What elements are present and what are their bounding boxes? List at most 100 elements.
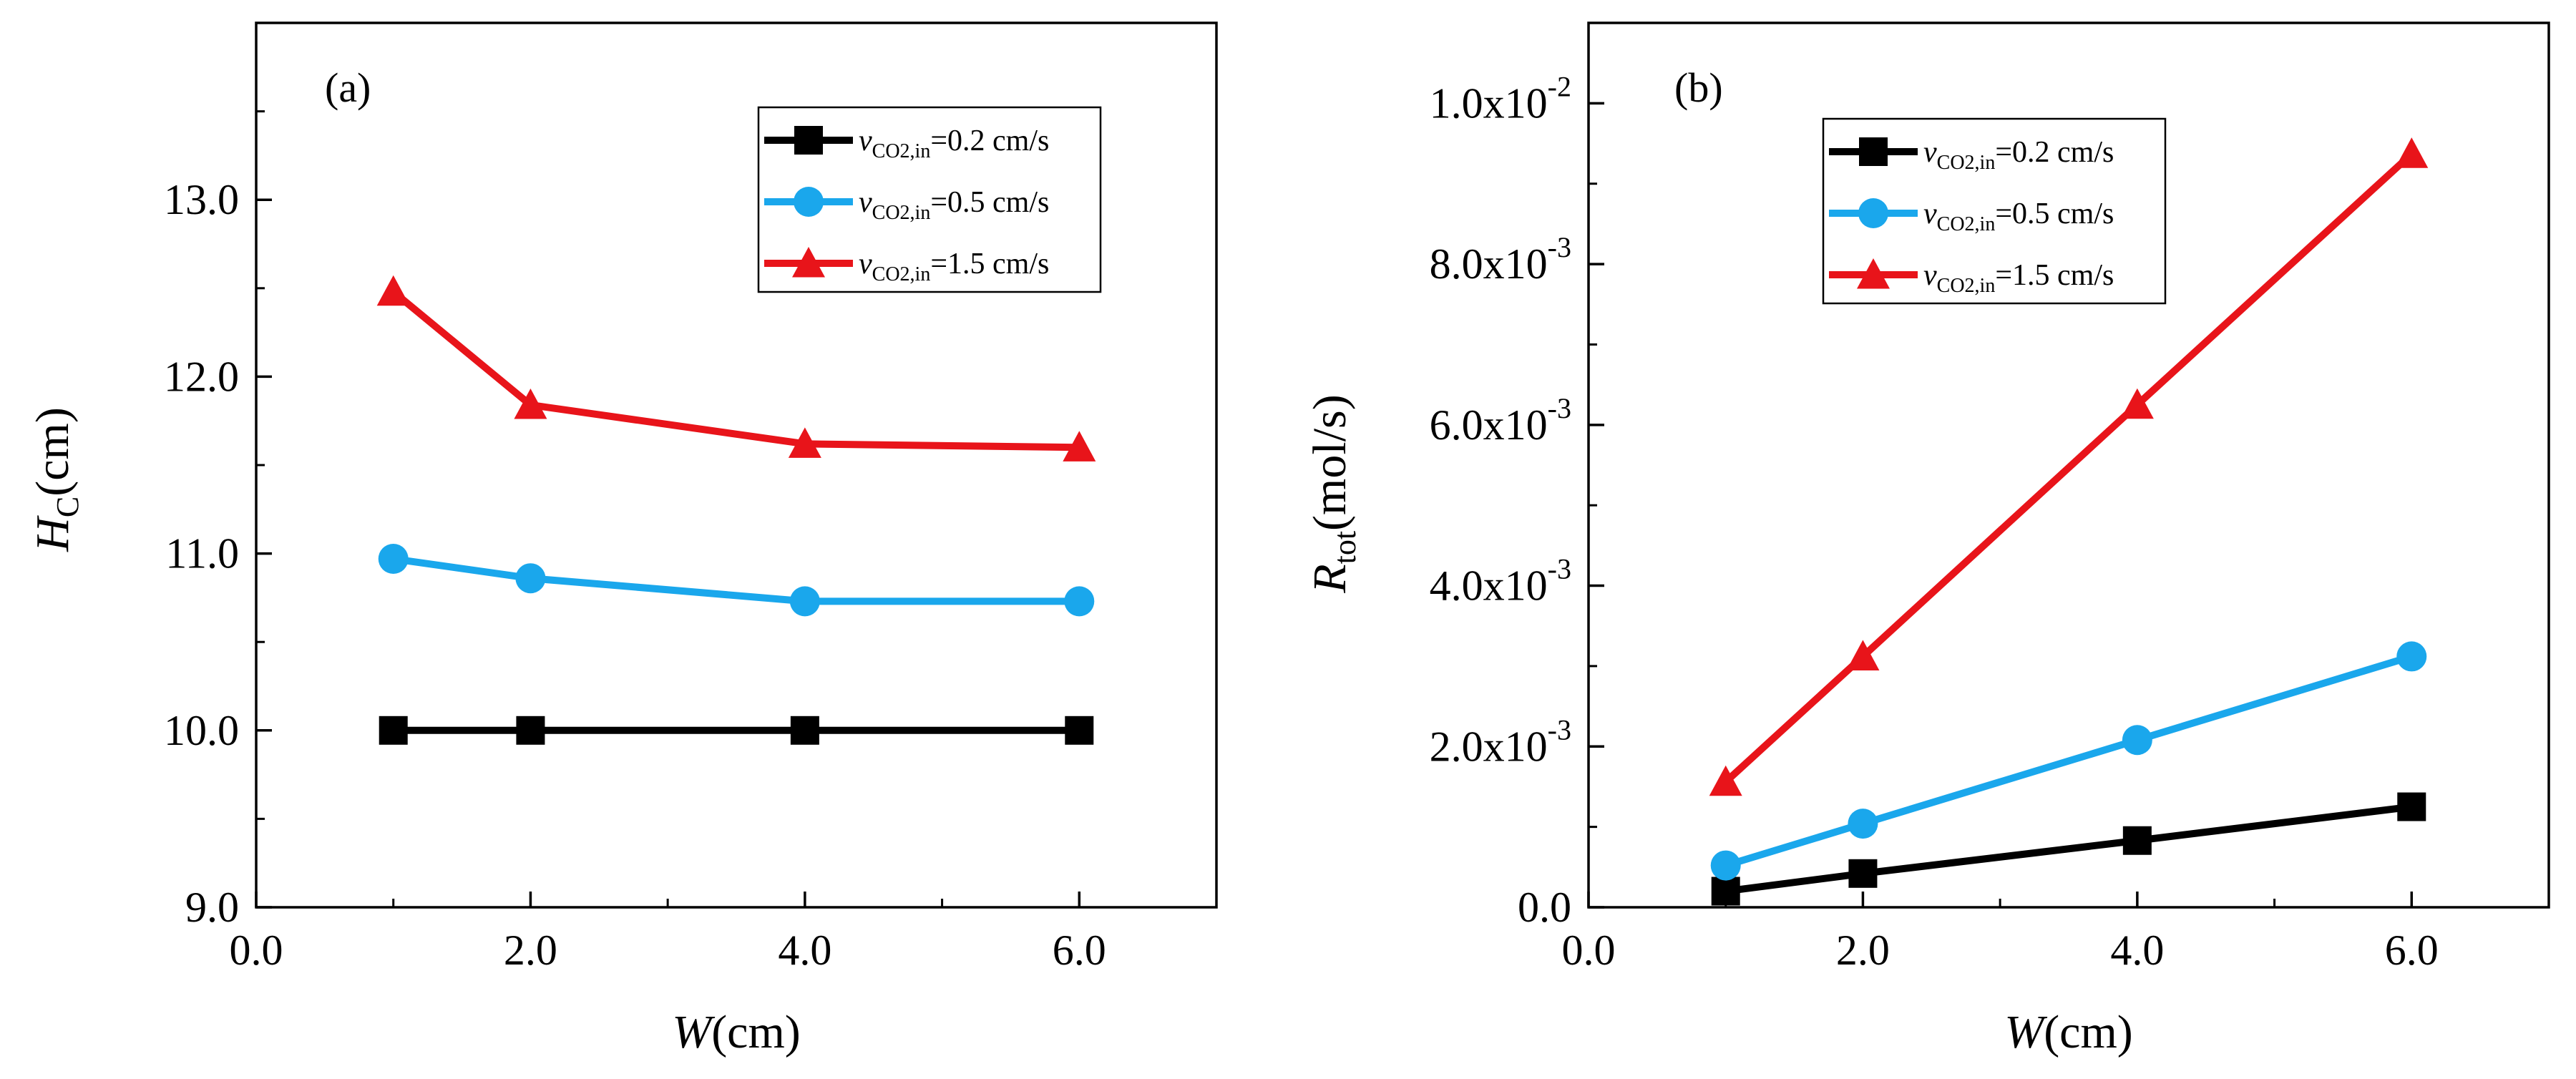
panel-b-series-2-point bbox=[1710, 850, 1741, 881]
panel-b-y-tick-mantissa: 4.0x10 bbox=[1430, 562, 1548, 610]
panel-b-legend-2-marker bbox=[1858, 198, 1888, 228]
panel-a-legend-2-rest: =0.5 cm/s bbox=[930, 186, 1049, 219]
panel-a-y-tick-label: 11.0 bbox=[165, 530, 239, 577]
panel-b-legend-1-var: v bbox=[1923, 136, 1937, 169]
panel-a-legend-3-label: vCO2,in=1.5 cm/s bbox=[859, 248, 1049, 285]
panel-b-y-tick-label: 4.0x10-3 bbox=[1430, 553, 1571, 610]
panel-b-y-tick-mantissa: 2.0x10 bbox=[1430, 723, 1548, 770]
panel-b-x-tick-label: 4.0 bbox=[2110, 927, 2164, 974]
panel-b-legend-2-rest: =0.5 cm/s bbox=[1995, 197, 2114, 230]
panel-a-series-1-point bbox=[790, 716, 819, 745]
panel-b-series-1-point bbox=[2397, 792, 2426, 821]
panel-b-y-axis-sub: tot bbox=[1327, 531, 1362, 564]
panel-b-series-3-point bbox=[1846, 640, 1880, 670]
panel-b-y-axis-var: R bbox=[1304, 564, 1356, 593]
panel-a-x-tick-label: 0.0 bbox=[230, 927, 283, 974]
panel-a-series-3-point bbox=[788, 427, 821, 458]
panel-b-series-3-point bbox=[1709, 765, 1742, 796]
panel-b-legend-3-var: v bbox=[1923, 259, 1937, 292]
panel-b-x-axis-title: W(cm) bbox=[2004, 1006, 2133, 1058]
panel-b-legend-2-var: v bbox=[1923, 197, 1937, 230]
panel-b-series-1-line bbox=[1725, 803, 2412, 895]
panel-a-y-axis-unit: (cm) bbox=[26, 407, 79, 497]
panel-a-series-2-point bbox=[515, 563, 546, 594]
panel-b-series-1-point bbox=[1848, 859, 1878, 888]
panel-a-legend-1-label: vCO2,in=0.2 cm/s bbox=[859, 125, 1049, 162]
panel-b-y-tick-exponent: -3 bbox=[1548, 231, 1571, 263]
panel-b-series-3-point bbox=[2120, 388, 2154, 419]
panel-b-legend-3-sub: CO2,in bbox=[1937, 275, 1996, 297]
panel-a-legend-2-label: vCO2,in=0.5 cm/s bbox=[859, 186, 1049, 224]
panel-b-y-tick-label: 8.0x10-3 bbox=[1430, 231, 1571, 288]
panel-b-legend-1-rest: =0.2 cm/s bbox=[1995, 136, 2114, 169]
panel-a-legend-1-rest: =0.2 cm/s bbox=[930, 125, 1049, 157]
panel-b-y-axis-title: Rtot(mol/s) bbox=[1304, 394, 1362, 593]
panel-b-x-tick-label: 0.0 bbox=[1562, 927, 1616, 974]
panel-a-y-tick-label: 10.0 bbox=[164, 707, 239, 754]
panel-a-x-tick-label: 4.0 bbox=[778, 927, 831, 974]
panel-b-legend-2-sub: CO2,in bbox=[1937, 213, 1996, 235]
panel-b-y-tick-mantissa: 8.0x10 bbox=[1430, 240, 1548, 288]
panel-a-legend-3-var: v bbox=[859, 248, 872, 280]
panel-a-legend-3-sub: CO2,in bbox=[872, 263, 931, 285]
panel-b-y-tick-label: 1.0x10-2 bbox=[1430, 70, 1571, 127]
panel-b-legend-2-label: vCO2,in=0.5 cm/s bbox=[1923, 197, 2114, 235]
panel-a-legend-1-marker bbox=[794, 126, 823, 155]
panel-a-x-tick-label: 6.0 bbox=[1053, 927, 1106, 974]
panel-a-legend-2-marker bbox=[794, 187, 824, 217]
panel-a-y-tick-label: 13.0 bbox=[164, 176, 239, 223]
panel-b-y-tick-label: 2.0x10-3 bbox=[1430, 713, 1571, 770]
panel-b-legend-1-sub: CO2,in bbox=[1937, 152, 1996, 174]
panel-b-y-tick-exponent: -3 bbox=[1548, 392, 1571, 424]
panel-a-legend-2-var: v bbox=[859, 186, 872, 219]
panel-b-chart: 0.0 2.0 4.0 6.00.02.0x10-34.0x10-36.0x10-38… bbox=[1304, 21, 2550, 1058]
panel-b-legend-3-rest: =1.5 cm/s bbox=[1995, 259, 2114, 292]
panel-a-series-1-point bbox=[379, 716, 408, 745]
panel-a-y-tick-label: 9.0 bbox=[185, 884, 239, 931]
panel-b-y-tick-mantissa: 0.0 bbox=[1518, 884, 1571, 931]
panel-a-panel-label: (a) bbox=[325, 64, 371, 111]
panel-a-x-axis-unit: (cm) bbox=[711, 1006, 801, 1058]
panel-b-panel-label: (b) bbox=[1674, 64, 1723, 111]
panel-b-series-2-point bbox=[1848, 809, 1878, 839]
panel-b-series-2-point bbox=[2122, 725, 2152, 756]
panel-a-series-1-point bbox=[1065, 716, 1094, 745]
panel-a-y-axis-title: HC(cm) bbox=[26, 407, 85, 552]
panel-a-x-axis-var: W bbox=[672, 1006, 715, 1058]
panel-a-legend-1-sub: CO2,in bbox=[872, 140, 931, 162]
panel-a-y-axis-var: H bbox=[26, 515, 79, 552]
panel-a-y-axis-sub: C bbox=[50, 497, 85, 517]
panel-b-y-tick-label: 0.0 bbox=[1518, 884, 1571, 931]
panel-a-chart: 0.0 2.0 4.0 6.09.010.011.012.013.0(a)W(cm)H… bbox=[26, 21, 1218, 1058]
panel-a-y-tick-label: 12.0 bbox=[164, 353, 239, 400]
panel-b-y-tick-mantissa: 6.0x10 bbox=[1430, 401, 1548, 449]
panel-b-x-axis-var: W bbox=[2004, 1006, 2047, 1058]
panel-b-x-axis-unit: (cm) bbox=[2044, 1006, 2133, 1058]
panel-b-series-2-line bbox=[1724, 653, 2413, 869]
panel-b-series-3-point bbox=[2395, 137, 2429, 168]
panel-b-series-2-point bbox=[2396, 641, 2427, 672]
panel-b-series-1-point bbox=[2122, 826, 2152, 855]
panel-a-series-3-line bbox=[391, 288, 1080, 451]
panel-a-x-tick-label: 2.0 bbox=[504, 927, 557, 974]
panel-b-x-tick-label: 2.0 bbox=[1836, 927, 1890, 974]
panel-b-y-tick-exponent: -3 bbox=[1548, 713, 1571, 746]
panel-a-series-3-point bbox=[514, 388, 547, 419]
panel-b-y-tick-mantissa: 1.0x10 bbox=[1430, 79, 1548, 127]
panel-a-series-1-point bbox=[516, 716, 545, 745]
panel-b-legend-3-label: vCO2,in=1.5 cm/s bbox=[1923, 259, 2114, 297]
panel-a-series-2-point bbox=[789, 586, 820, 617]
panel-a-series-2-point bbox=[378, 544, 409, 575]
panel-b-series-1-point bbox=[1711, 877, 1740, 906]
panel-a-series-3-point bbox=[1063, 431, 1096, 462]
panel-b-y-axis-unit: (mol/s) bbox=[1304, 394, 1356, 531]
panel-a-x-axis-title: W(cm) bbox=[672, 1006, 801, 1058]
panel-a-series-3-point bbox=[376, 275, 410, 306]
panel-a-series-2-line bbox=[393, 555, 1080, 605]
panel-b-x-tick-label: 6.0 bbox=[2385, 927, 2439, 974]
panel-a-series-2-point bbox=[1064, 586, 1095, 617]
panel-a-legend-1-var: v bbox=[859, 125, 872, 157]
